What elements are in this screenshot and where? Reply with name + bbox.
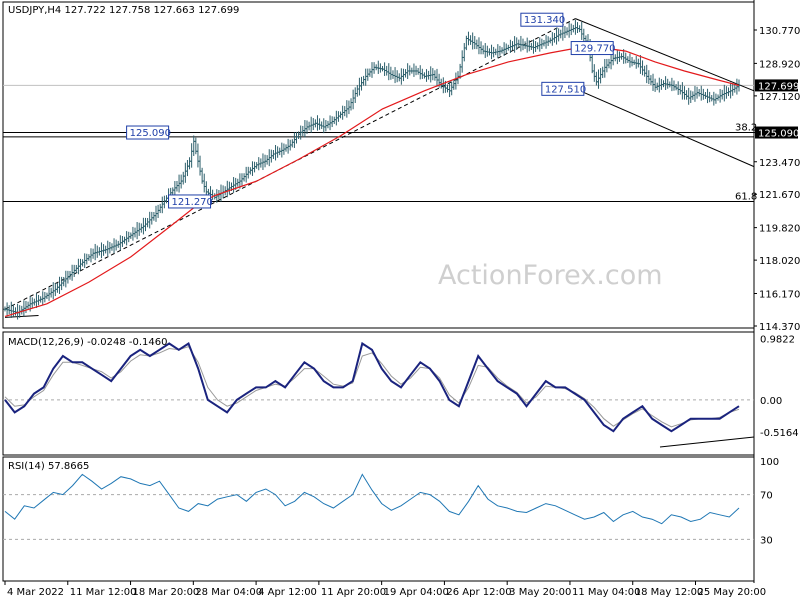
- x-tick-label: 19 Apr 04:00: [384, 587, 449, 598]
- price-annotation-box: [168, 194, 212, 209]
- y-tick-label: 114.370: [759, 322, 800, 333]
- y-tick-label: 125.090: [758, 129, 799, 140]
- rsi-y-tick-label: 100: [760, 457, 779, 468]
- watermark: ActionForex.com: [438, 260, 663, 291]
- trendline: [4, 315, 39, 318]
- x-tick-label: 26 Apr 12:00: [446, 587, 511, 598]
- x-tick-label: 18 Mar 20:00: [133, 587, 200, 598]
- x-tick-label: 11 Apr 20:00: [321, 587, 386, 598]
- macd-y-tick-label: 0.00: [760, 396, 782, 407]
- macd-panel: MACD(12,26,9) -0.0248 -0.1460 0.9822 0.00 -…: [3, 334, 799, 448]
- y-tick-label: 121.670: [759, 190, 800, 201]
- chart-header: USDJPY,H4 127.722 127.758 127.663 127.69…: [8, 5, 239, 16]
- panel-frames: [2, 0, 755, 583]
- price-annotation-box: [541, 81, 585, 96]
- fib-label: 38.2: [735, 123, 757, 134]
- y-tick-highlight: [755, 126, 798, 139]
- y-tick-label: 123.470: [759, 158, 800, 169]
- price-annotation-box: [570, 41, 614, 56]
- x-tick-label: 18 May 12:00: [635, 587, 704, 598]
- x-tick-label: 25 May 20:00: [698, 587, 767, 598]
- macd-trendline: [659, 436, 755, 448]
- macd-title: MACD(12,26,9) -0.0248 -0.1460: [8, 337, 168, 348]
- macd-line: [4, 341, 740, 433]
- rsi-y-tick-label: 70: [760, 491, 773, 502]
- x-tick-label: 3 May 20:00: [509, 587, 571, 598]
- y-tick-label: 130.770: [759, 26, 800, 37]
- price-annotation: 131.340: [524, 15, 565, 26]
- y-tick-label: 116.170: [759, 290, 800, 301]
- last-price-box: [755, 79, 798, 92]
- price-panel: 38.2 61.8 131.340 129.770 127.510 125.090 121.…: [3, 5, 800, 333]
- panel-border: [2, 331, 755, 456]
- rsi-panel: RSI(14) 57.8665 100 70 30: [3, 457, 779, 546]
- trendline: [575, 88, 755, 168]
- macd-signal-line: [4, 346, 740, 428]
- moving-average-line: [4, 46, 740, 317]
- fib-label: 61.8: [735, 191, 757, 202]
- price-annotation: 127.510: [545, 84, 586, 95]
- y-tick-label: 128.920: [759, 59, 800, 70]
- rsi-y-tick-label: 30: [760, 535, 773, 546]
- x-tick-label: 11 Mar 12:00: [70, 587, 137, 598]
- x-tick-label: 4 Mar 2022: [7, 587, 64, 598]
- trendline: [575, 18, 755, 92]
- price-annotation: 125.090: [130, 128, 171, 139]
- trendline: [4, 18, 576, 310]
- macd-y-tick-label: 0.9822: [760, 334, 795, 345]
- price-annotation-box: [126, 125, 170, 140]
- price-annotation-box: [520, 12, 564, 27]
- price-annotation: 121.270: [172, 197, 213, 208]
- price-annotation: 129.770: [574, 44, 615, 55]
- last-price-label: 127.699: [758, 81, 799, 92]
- x-tick-label: 11 May 04:00: [572, 587, 641, 598]
- rsi-title: RSI(14) 57.8665: [8, 461, 89, 472]
- y-tick-label: 118.020: [759, 256, 800, 267]
- macd-y-tick-label: -0.5164: [760, 428, 799, 439]
- x-tick-label: 4 Apr 12:00: [258, 587, 317, 598]
- panel-border: [2, 456, 755, 582]
- y-tick-label: 119.820: [759, 224, 800, 235]
- x-tick-label: 28 Mar 04:00: [195, 587, 262, 598]
- y-tick-label: 127.120: [759, 92, 800, 103]
- rsi-line: [4, 473, 740, 525]
